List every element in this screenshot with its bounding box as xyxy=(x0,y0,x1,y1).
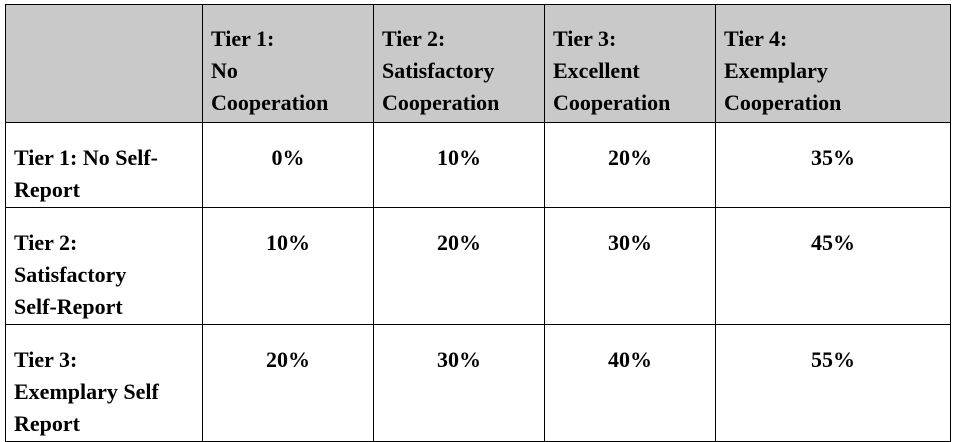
col-header-line: Tier 1: No Cooperation xyxy=(211,26,329,115)
table-cell: 20% xyxy=(544,122,716,208)
col-header-line: Tier 2: Satisfactory Cooperation xyxy=(382,26,500,115)
table-cell: 0% xyxy=(202,122,374,208)
table-cell: 30% xyxy=(373,324,545,442)
row-header-tier-2: Tier 2: Satisfactory Self-Report xyxy=(5,207,203,325)
row-header-label: Tier 1: No Self- Report xyxy=(14,145,158,202)
col-header-tier-4: Tier 4: Exemplary Cooperation xyxy=(715,4,951,123)
col-header-tier-2: Tier 2: Satisfactory Cooperation xyxy=(373,4,545,123)
table-cell: 30% xyxy=(544,207,716,325)
table-cell: 55% xyxy=(715,324,951,442)
corner-cell xyxy=(5,4,203,123)
col-header-line: Tier 4: Exemplary Cooperation xyxy=(724,26,842,115)
table-cell: 10% xyxy=(202,207,374,325)
col-header-tier-3: Tier 3: Excellent Cooperation xyxy=(544,4,716,123)
row-header-tier-1: Tier 1: No Self- Report xyxy=(5,122,203,208)
table-cell: 40% xyxy=(544,324,716,442)
table-cell: 10% xyxy=(373,122,545,208)
cooperation-discount-table: Tier 1: No Cooperation Tier 2: Satisfactory… xyxy=(5,4,951,442)
table-cell: 20% xyxy=(373,207,545,325)
row-header-tier-3: Tier 3: Exemplary Self Report xyxy=(5,324,203,442)
table-cell: 35% xyxy=(715,122,951,208)
table-row: Tier 3: Exemplary Self Report 20% 30% 40% … xyxy=(5,324,951,442)
row-header-label: Tier 3: Exemplary Self Report xyxy=(14,347,159,436)
row-header-label: Tier 2: Satisfactory Self-Report xyxy=(14,230,127,319)
header-row: Tier 1: No Cooperation Tier 2: Satisfactory… xyxy=(5,4,951,123)
table-cell: 45% xyxy=(715,207,951,325)
table-cell: 20% xyxy=(202,324,374,442)
table-row: Tier 2: Satisfactory Self-Report 10% 20% 3… xyxy=(5,207,951,325)
col-header-tier-1: Tier 1: No Cooperation xyxy=(202,4,374,123)
table-row: Tier 1: No Self- Report 0% 10% 20% 35% xyxy=(5,122,951,208)
col-header-line: Tier 3: Excellent Cooperation xyxy=(553,26,671,115)
